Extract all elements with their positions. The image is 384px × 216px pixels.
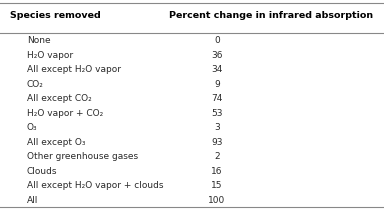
Text: All: All — [27, 196, 38, 205]
Text: 2: 2 — [214, 152, 220, 161]
Text: CO₂: CO₂ — [27, 80, 44, 89]
Text: All except H₂O vapor: All except H₂O vapor — [27, 65, 121, 74]
Text: Percent change in infrared absorption: Percent change in infrared absorption — [169, 11, 373, 20]
Text: 15: 15 — [211, 181, 223, 190]
Text: 0: 0 — [214, 36, 220, 45]
Text: 100: 100 — [209, 196, 225, 205]
Text: Clouds: Clouds — [27, 167, 57, 176]
Text: 36: 36 — [211, 51, 223, 60]
Text: O₃: O₃ — [27, 123, 38, 132]
Text: 93: 93 — [211, 138, 223, 147]
Text: H₂O vapor: H₂O vapor — [27, 51, 73, 60]
Text: 3: 3 — [214, 123, 220, 132]
Text: 16: 16 — [211, 167, 223, 176]
Text: 34: 34 — [211, 65, 223, 74]
Text: H₂O vapor + CO₂: H₂O vapor + CO₂ — [27, 109, 103, 118]
Text: None: None — [27, 36, 51, 45]
Text: Other greenhouse gases: Other greenhouse gases — [27, 152, 138, 161]
Text: 74: 74 — [211, 94, 223, 103]
Text: 53: 53 — [211, 109, 223, 118]
Text: 9: 9 — [214, 80, 220, 89]
Text: All except H₂O vapor + clouds: All except H₂O vapor + clouds — [27, 181, 163, 190]
Text: All except O₃: All except O₃ — [27, 138, 85, 147]
Text: Species removed: Species removed — [10, 11, 100, 20]
Text: All except CO₂: All except CO₂ — [27, 94, 92, 103]
